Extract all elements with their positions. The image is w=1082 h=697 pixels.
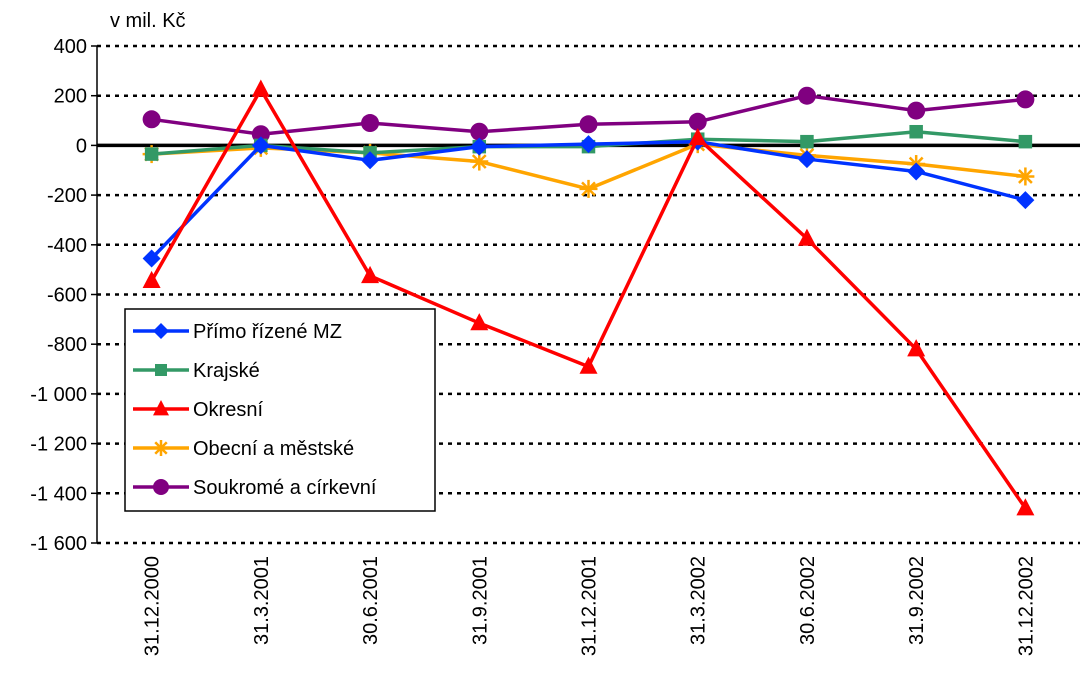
- y-tick-label: -1 200: [30, 434, 87, 456]
- y-tick-label: -200: [47, 185, 87, 207]
- legend-item: Krajské: [133, 360, 260, 382]
- asterisk-marker: [153, 440, 169, 456]
- legend-label: Obecní a městské: [193, 438, 354, 460]
- triangle-marker: [1016, 498, 1035, 516]
- series-0: [142, 132, 1035, 268]
- y-tick-label: -1 000: [30, 384, 87, 406]
- y-unit-label: v mil. Kč: [110, 10, 186, 32]
- y-tick-label: -600: [47, 285, 87, 307]
- square-marker: [155, 364, 167, 376]
- diamond-marker: [1016, 191, 1035, 210]
- diamond-marker: [907, 162, 926, 181]
- diamond-marker: [142, 249, 161, 268]
- y-tick-label: -800: [47, 334, 87, 356]
- triangle-marker: [907, 339, 926, 357]
- diamond-marker: [797, 150, 816, 169]
- triangle-marker: [142, 270, 161, 289]
- y-tick-label: -1 400: [30, 483, 87, 505]
- circle-marker: [361, 114, 380, 133]
- diamond-marker: [470, 137, 489, 156]
- triangle-marker: [579, 356, 598, 374]
- x-tick-label: 31.9.2002: [906, 556, 928, 645]
- legend-label: Soukromé a církevní: [193, 477, 377, 499]
- triangle-marker: [153, 400, 169, 416]
- square-marker: [909, 124, 923, 139]
- triangle-marker: [361, 265, 380, 284]
- series-layer: [142, 79, 1035, 516]
- diamond-marker: [361, 151, 380, 170]
- circle-marker: [153, 479, 169, 495]
- legend: Přímo řízené MZ Krajské Okresní Obecní a mě…: [124, 308, 436, 512]
- square-marker: [1018, 134, 1033, 149]
- asterisk-marker: [579, 179, 598, 198]
- legend-item: Okresní: [133, 399, 263, 421]
- y-tick-label: 0: [76, 135, 87, 157]
- circle-marker: [1016, 90, 1035, 109]
- x-tick-label: 31.12.2000: [142, 556, 164, 656]
- series-2: [142, 79, 1035, 516]
- x-tick-labels: 31.12.2000 31.3.2001 30.6.2001 31.9.2001 31.…: [142, 556, 1038, 656]
- x-tick-label: 30.6.2002: [797, 556, 819, 645]
- asterisk-marker: [470, 152, 489, 171]
- circle-marker: [797, 86, 816, 105]
- y-tick-label: -400: [47, 235, 87, 257]
- x-tick-label: 30.6.2001: [360, 556, 382, 645]
- legend-label: Krajské: [193, 360, 260, 382]
- x-tick-label: 31.12.2001: [579, 556, 601, 656]
- triangle-marker: [797, 228, 816, 246]
- triangle-marker: [251, 79, 270, 97]
- triangle-marker: [470, 313, 489, 331]
- legend-item: Přímo řízené MZ: [133, 321, 342, 343]
- circle-marker: [142, 110, 161, 129]
- x-tick-label: 31.9.2001: [469, 556, 491, 645]
- asterisk-marker: [1016, 167, 1035, 186]
- diamond-marker: [153, 323, 169, 339]
- y-tick-label: 400: [54, 36, 87, 58]
- y-tick-label: 200: [54, 86, 87, 108]
- x-tick-label: 31.3.2002: [688, 556, 710, 645]
- square-marker: [144, 147, 159, 161]
- diamond-marker: [579, 135, 598, 154]
- square-marker: [800, 134, 814, 149]
- series-line: [150, 139, 1026, 260]
- circle-marker: [688, 112, 707, 131]
- y-tick-label: -1 600: [30, 533, 87, 555]
- legend-item: Obecní a městské: [133, 438, 354, 460]
- x-tick-label: 31.12.2002: [1015, 556, 1037, 656]
- circle-marker: [470, 122, 489, 141]
- x-tick-label: 31.3.2001: [251, 556, 273, 645]
- triangle-marker: [688, 127, 707, 146]
- series-4: [142, 86, 1035, 144]
- legend-label: Přímo řízené MZ: [193, 321, 342, 343]
- legend-item: Soukromé a církevní: [133, 477, 377, 499]
- circle-marker: [579, 115, 598, 134]
- diamond-marker: [251, 136, 270, 155]
- y-tick-labels: 400 200 0 -200 -400 -600 -800 -1 000 -1 200 -1 40…: [30, 36, 87, 555]
- legend-label: Okresní: [193, 399, 263, 421]
- circle-marker: [907, 101, 926, 120]
